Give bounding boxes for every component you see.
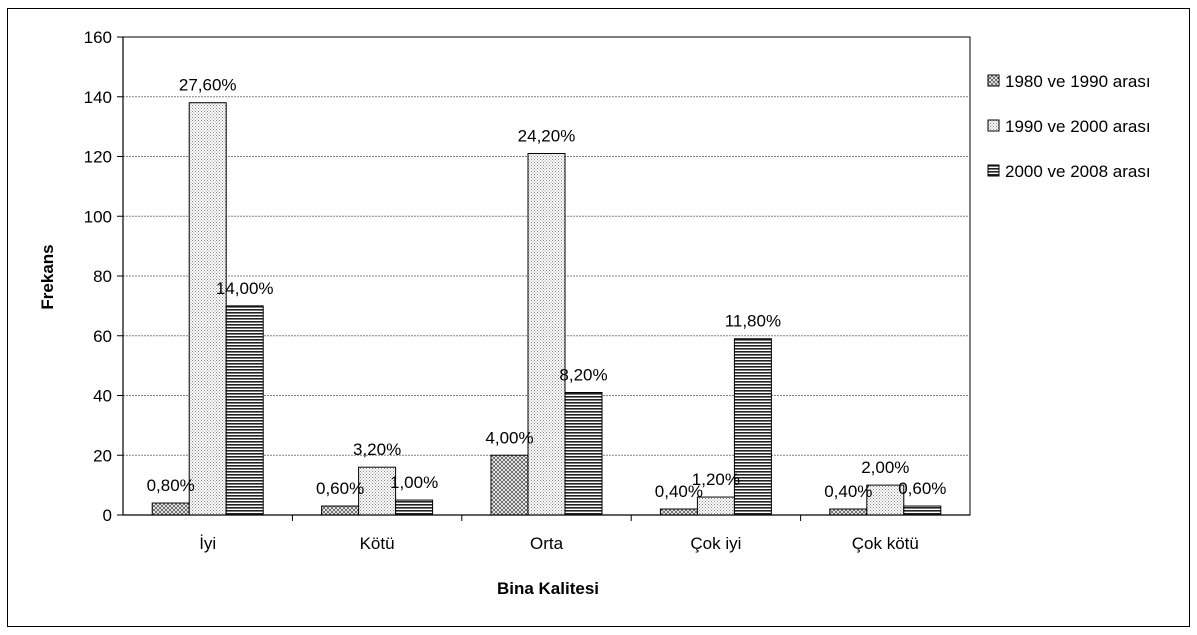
legend-swatch [987, 74, 1000, 87]
x-axis-categories: İyi Kötü Orta Çok iyi Çok kötü [199, 515, 919, 553]
y-tick-label: 100 [84, 207, 112, 226]
x-axis-title: Bina Kalitesi [497, 579, 599, 598]
x-tick-label: İyi [199, 534, 216, 553]
bar [733, 338, 772, 516]
y-tick-label: 80 [93, 267, 112, 286]
y-tick-label: 160 [84, 28, 112, 47]
y-tick-label: 0 [103, 506, 112, 525]
data-label: 0,40% [824, 482, 872, 501]
legend: 1980 ve 1990 arası 1990 ve 2000 arası 2000… [987, 72, 1151, 181]
data-label: 0,60% [898, 479, 946, 498]
data-label: 4,00% [485, 428, 533, 447]
axes [122, 37, 970, 516]
data-label: 24,20% [518, 127, 576, 146]
data-label: 0,40% [655, 482, 703, 501]
legend-label: 1980 ve 1990 arası [1005, 72, 1151, 91]
data-label: 11,80% [725, 312, 781, 331]
y-tick-label: 60 [93, 327, 112, 346]
legend-swatch [987, 164, 1000, 177]
y-tick-label: 20 [93, 446, 112, 465]
legend-label: 2000 ve 2008 arası [1005, 162, 1151, 181]
bar [321, 505, 360, 516]
bar [659, 508, 698, 516]
data-label: 14,00% [216, 279, 274, 298]
bar [527, 153, 566, 516]
bar [151, 502, 190, 516]
bar [225, 305, 264, 516]
y-tick-label: 120 [84, 148, 112, 167]
data-label: 0,60% [316, 479, 364, 498]
x-tick-label: Orta [530, 534, 564, 553]
bar [395, 499, 434, 516]
y-axis-title: Frekans [38, 244, 57, 309]
data-label: 1,00% [390, 473, 438, 492]
y-tick-label: 40 [93, 387, 112, 406]
y-tick-label: 140 [84, 88, 112, 107]
legend-swatch [987, 119, 1000, 132]
data-label: 8,20% [559, 366, 607, 385]
data-label: 0,80% [147, 476, 195, 495]
bars [151, 102, 942, 516]
data-label: 27,60% [179, 76, 237, 95]
x-tick-label: Çok iyi [690, 534, 741, 553]
bar [903, 505, 942, 516]
bar [490, 454, 529, 516]
bar [866, 484, 905, 516]
data-label: 1,20% [692, 470, 740, 489]
bar [188, 102, 227, 516]
x-tick-label: Kötü [360, 534, 395, 553]
data-label: 2,00% [861, 458, 909, 477]
x-tick-label: Çok kötü [852, 534, 919, 553]
legend-label: 1990 ve 2000 arası [1005, 117, 1151, 136]
y-axis-ticks: 0 20 40 60 80 100 120 140 160 [84, 28, 123, 525]
data-labels: 0,80% 27,60% 14,00% 0,60% 3,20% 1,00% 4,00% 24,… [147, 76, 947, 501]
bar [829, 508, 868, 516]
data-label: 3,20% [353, 440, 401, 459]
bar [564, 392, 603, 516]
